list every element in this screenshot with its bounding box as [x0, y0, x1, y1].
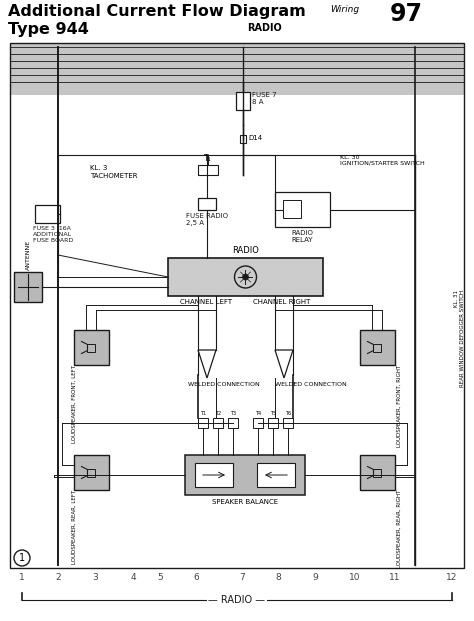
Bar [198, 198, 216, 210]
Text: — RADIO —: — RADIO — [209, 595, 265, 605]
Bar [228, 418, 238, 428]
Bar [10, 43, 464, 95]
Text: Type 944: Type 944 [8, 22, 89, 37]
Text: FUSE 7
8 A: FUSE 7 8 A [252, 92, 277, 105]
Text: 6: 6 [193, 573, 199, 581]
Text: 1: 1 [19, 553, 25, 563]
Bar [10, 43, 464, 568]
Text: RADIO: RADIO [232, 246, 259, 255]
Text: LOUDSPEAKER, FRONT, RIGHT: LOUDSPEAKER, FRONT, RIGHT [397, 365, 402, 447]
Text: LOUDSPEAKER, FRONT, LEFT: LOUDSPEAKER, FRONT, LEFT [72, 365, 77, 443]
Bar [360, 330, 395, 365]
Text: FUSE 3  16A
ADDITIONAL
FUSE BOARD: FUSE 3 16A ADDITIONAL FUSE BOARD [33, 226, 73, 243]
Bar [88, 343, 95, 351]
Bar [185, 455, 305, 495]
Bar [195, 463, 233, 487]
Text: T3: T3 [230, 411, 236, 416]
Text: T5: T5 [270, 411, 276, 416]
Text: 5: 5 [157, 573, 163, 581]
Circle shape [243, 274, 248, 280]
Text: 4: 4 [130, 573, 136, 581]
Text: ANTENNE: ANTENNE [26, 240, 30, 270]
Text: FUSE RADIO
2,5 A: FUSE RADIO 2,5 A [186, 213, 228, 226]
Text: SPEAKER BALANCE: SPEAKER BALANCE [212, 499, 278, 505]
Text: KL. 3
TACHOMETER: KL. 3 TACHOMETER [90, 166, 137, 178]
Text: 97: 97 [390, 2, 423, 26]
Text: 11: 11 [389, 573, 401, 581]
Text: 7: 7 [239, 573, 245, 581]
Text: 2: 2 [55, 573, 61, 581]
Text: 12: 12 [447, 573, 458, 581]
Text: WELDED CONNECTION: WELDED CONNECTION [275, 382, 347, 387]
Bar [14, 272, 42, 302]
Text: RADIO
RELAY: RADIO RELAY [292, 230, 313, 243]
Text: Additional Current Flow Diagram: Additional Current Flow Diagram [8, 4, 306, 19]
Text: 1: 1 [19, 573, 25, 581]
Bar [236, 92, 250, 110]
Text: 3: 3 [92, 573, 98, 581]
Bar [198, 418, 208, 428]
Text: 10: 10 [349, 573, 361, 581]
Bar [240, 135, 246, 143]
Bar [198, 165, 218, 175]
Text: T₁: T₁ [204, 154, 212, 163]
Bar [275, 192, 330, 227]
Text: Wiring: Wiring [330, 5, 359, 14]
Bar [374, 343, 382, 351]
Text: T2: T2 [215, 411, 221, 416]
Text: 8: 8 [275, 573, 281, 581]
Text: KL. 31
REAR WINDOW DEFOGGER SWITCH: KL. 31 REAR WINDOW DEFOGGER SWITCH [454, 290, 465, 387]
Bar [253, 418, 263, 428]
Bar [88, 468, 95, 476]
Bar [283, 200, 301, 218]
Text: 9: 9 [312, 573, 318, 581]
Bar [268, 418, 278, 428]
Bar [213, 418, 223, 428]
Text: T1: T1 [200, 411, 206, 416]
Text: RADIO: RADIO [247, 23, 283, 33]
Text: T4: T4 [255, 411, 261, 416]
Text: D14: D14 [248, 135, 262, 141]
Text: LOUDSPEAKER, REAR, LEFT: LOUDSPEAKER, REAR, LEFT [72, 490, 77, 564]
Text: WELDED CONNECTION: WELDED CONNECTION [188, 382, 260, 387]
Bar [374, 468, 382, 476]
Bar [360, 455, 395, 490]
Bar [74, 455, 109, 490]
Bar [283, 418, 293, 428]
Bar [74, 330, 109, 365]
Text: LOUDSPEAKER, REAR, RIGHT: LOUDSPEAKER, REAR, RIGHT [397, 490, 402, 568]
Bar [168, 258, 323, 296]
Text: KL. 30
IGNITION/STARTER SWITCH: KL. 30 IGNITION/STARTER SWITCH [340, 155, 425, 166]
Bar [257, 463, 295, 487]
Text: T6: T6 [285, 411, 291, 416]
Text: CHANNEL LEFT: CHANNEL LEFT [180, 299, 232, 305]
Bar [35, 205, 60, 223]
Text: CHANNEL RIGHT: CHANNEL RIGHT [254, 299, 311, 305]
